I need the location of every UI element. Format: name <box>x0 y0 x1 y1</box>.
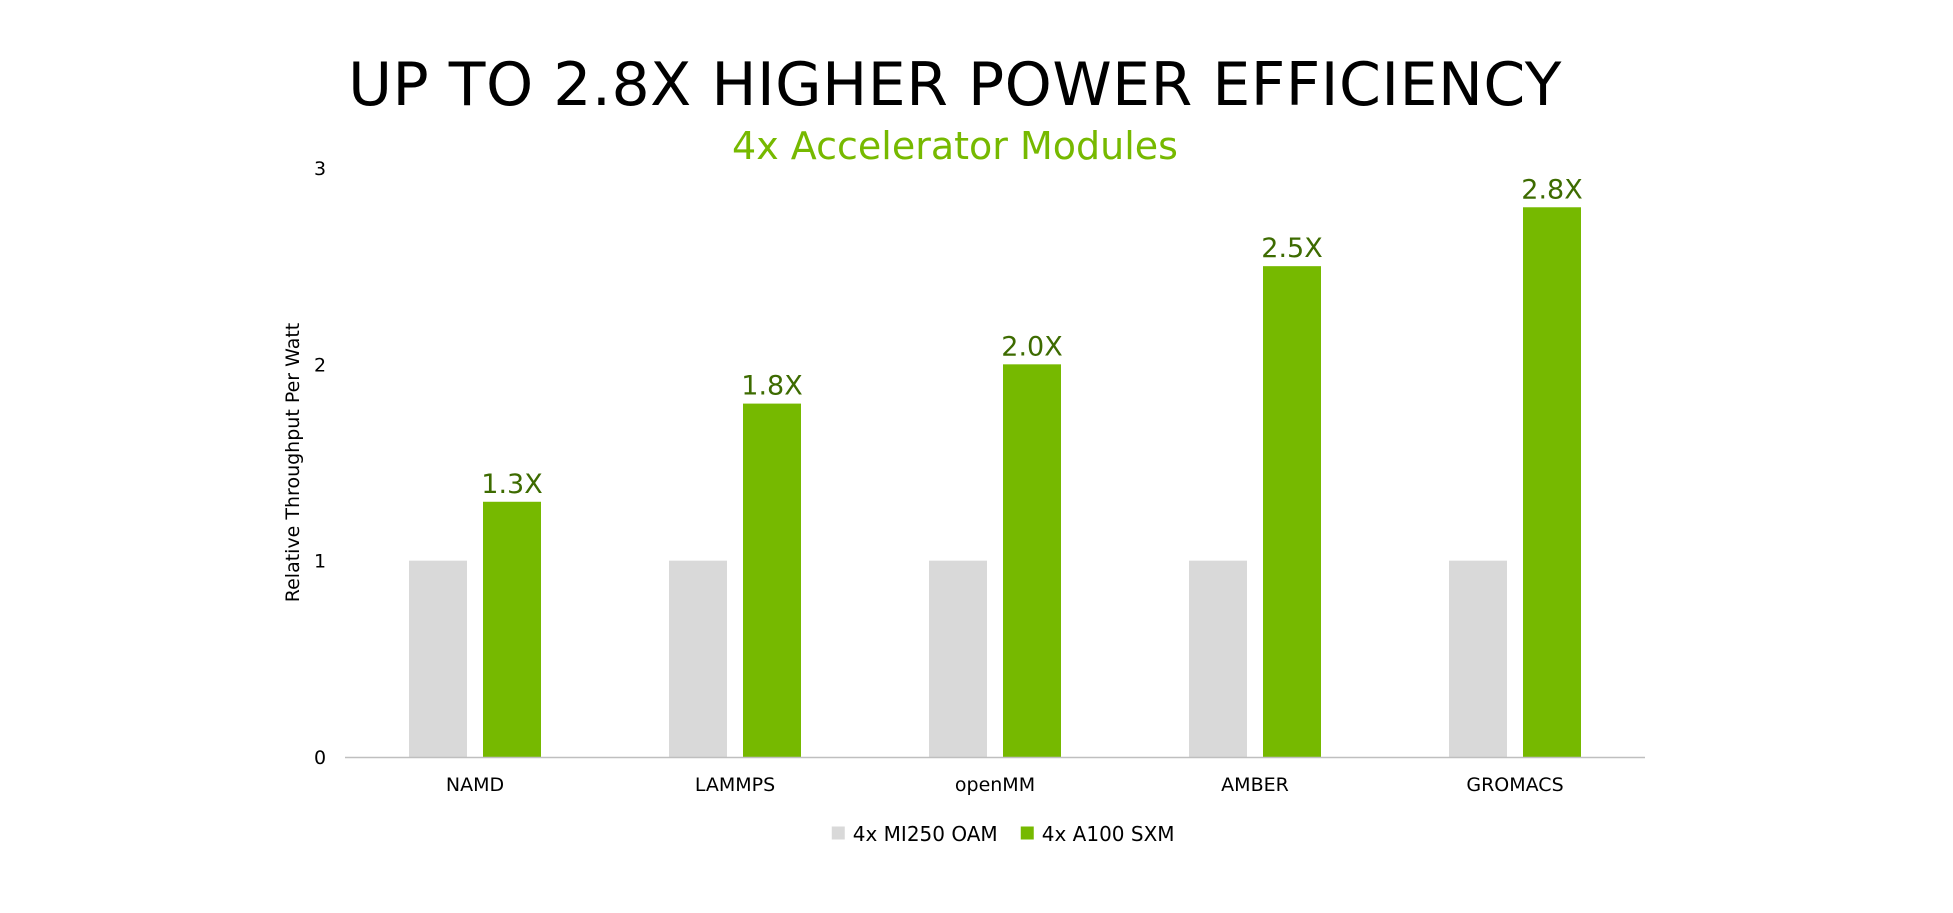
data-label: 2.5X <box>1261 233 1322 264</box>
bar-mi250 <box>1189 560 1247 757</box>
bar-a100 <box>1003 364 1061 757</box>
category-label: LAMMPS <box>695 774 775 796</box>
y-axis-title: Relative Throughput Per Watt <box>282 323 304 603</box>
y-tick-label: 1 <box>314 551 326 573</box>
bar-mi250 <box>409 560 467 757</box>
chart-subtitle: 4x Accelerator Modules <box>732 124 1178 168</box>
category-label: NAMD <box>446 774 504 796</box>
bar-mi250 <box>1449 560 1507 757</box>
legend-label: 4x A100 SXM <box>1042 822 1175 846</box>
chart-title: UP TO 2.8X HIGHER POWER EFFICIENCY <box>348 50 1562 120</box>
y-axis: 0 1 2 3 Relative Throughput Per Watt <box>282 158 326 769</box>
bar-a100 <box>743 403 801 757</box>
data-labels: 1.3X 1.8X 2.0X 2.5X 2.8X <box>481 174 1582 500</box>
data-label: 2.8X <box>1521 174 1582 205</box>
data-label: 2.0X <box>1001 331 1062 362</box>
category-label: AMBER <box>1221 774 1289 796</box>
y-tick-label: 3 <box>314 158 326 180</box>
bar-a100 <box>1523 207 1581 757</box>
data-label: 1.3X <box>481 469 542 500</box>
x-axis: NAMD LAMMPS openMM AMBER GROMACS <box>345 756 1645 796</box>
legend-swatch <box>831 826 845 840</box>
bar-mi250 <box>929 560 987 757</box>
category-label: openMM <box>955 774 1035 796</box>
data-label: 1.8X <box>741 371 802 402</box>
legend-label: 4x MI250 OAM <box>853 822 998 846</box>
category-label: GROMACS <box>1466 774 1563 796</box>
bar-a100 <box>1263 266 1321 757</box>
bar-a100 <box>483 501 541 757</box>
bars <box>409 207 1581 757</box>
y-tick-label: 0 <box>314 747 326 769</box>
y-tick-label: 2 <box>314 354 326 376</box>
bar-mi250 <box>669 560 727 757</box>
legend-swatch <box>1020 826 1034 840</box>
legend: 4x MI250 OAM 4x A100 SXM <box>831 822 1175 846</box>
